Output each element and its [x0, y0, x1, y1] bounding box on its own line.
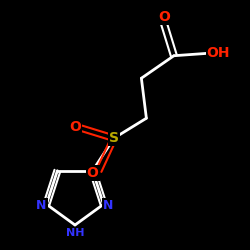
- Text: O: O: [87, 166, 99, 180]
- Text: S: S: [109, 131, 119, 145]
- Text: NH: NH: [66, 228, 84, 238]
- Text: N: N: [36, 199, 47, 212]
- Text: O: O: [69, 120, 81, 134]
- Text: O: O: [158, 10, 170, 24]
- Text: OH: OH: [207, 46, 230, 60]
- Text: N: N: [103, 199, 114, 212]
